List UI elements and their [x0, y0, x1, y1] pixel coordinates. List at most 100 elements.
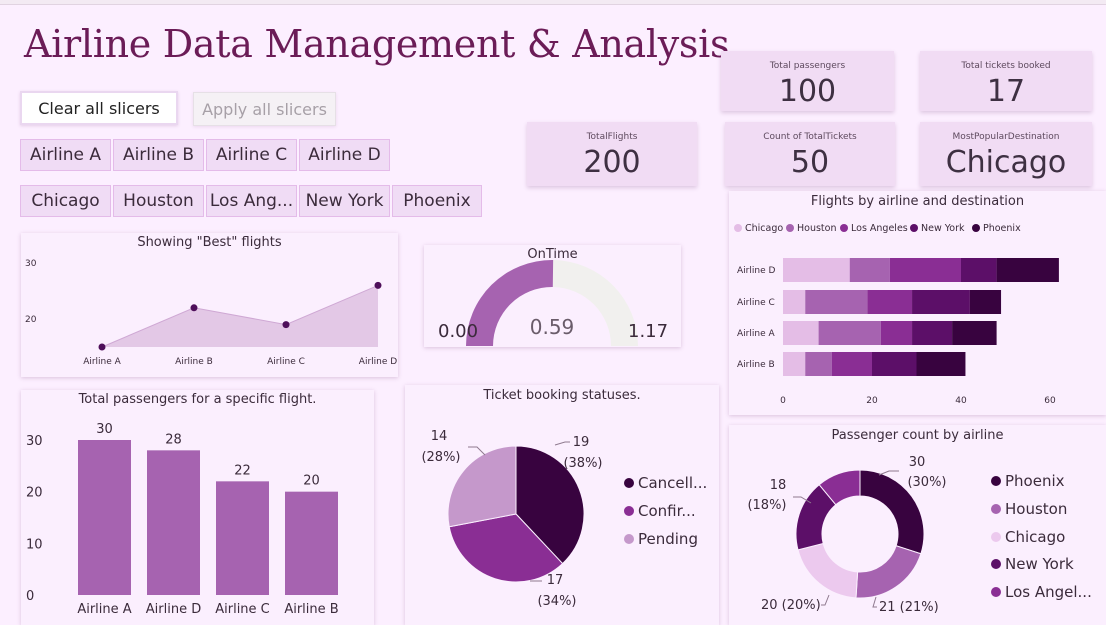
slicer-airline-d[interactable]: Airline D: [299, 139, 390, 171]
pie-data-label: 17: [547, 573, 564, 588]
flights-by-airline-card[interactable]: Flights by airline and destination Chica…: [729, 191, 1106, 415]
kpi-label: Total tickets booked: [961, 61, 1051, 71]
legend-label: Chicago: [1005, 528, 1065, 546]
stacked-bar-segment: [961, 258, 997, 282]
slicer-houston[interactable]: Houston: [113, 185, 204, 217]
x-tick-label: Airline D: [146, 602, 201, 617]
passenger-count-airline-card[interactable]: Passenger count by airline 30 (30%) 21 (21…: [729, 425, 1106, 625]
y-tick-label: 30: [25, 259, 37, 269]
kpi-value: 50: [790, 145, 830, 180]
chart-title: Passenger count by airline: [831, 428, 1004, 443]
apply-all-slicers-button[interactable]: Apply all slicers: [193, 92, 336, 126]
slicer-chicago[interactable]: Chicago: [20, 185, 111, 217]
kpi-label: TotalFlights: [586, 132, 638, 142]
top-toolbar-strip: [0, 0, 1106, 5]
legend-dot: [624, 506, 634, 516]
x-tick-label: 0: [780, 396, 786, 406]
legend-dot: [786, 224, 794, 232]
donut-data-label: 21 (21%): [879, 600, 939, 615]
y-tick-label: 30: [26, 434, 43, 449]
stacked-bar-segment: [818, 321, 881, 345]
legend-label: New York: [1005, 555, 1074, 573]
x-tick-label: Airline A: [77, 602, 131, 617]
total-passengers-flight-card[interactable]: Total passengers for a specific flight. …: [21, 390, 374, 625]
bar-value-label: 30: [96, 422, 113, 437]
legend-label: Houston: [1005, 500, 1067, 518]
chart-title: Ticket booking statuses.: [483, 388, 641, 403]
slicer-airline-b[interactable]: Airline B: [113, 139, 204, 171]
y-tick-label: 20: [25, 315, 37, 325]
pie-percent-label: (38%): [563, 456, 602, 471]
legend-label: Houston: [797, 223, 836, 234]
y-category-label: Airline C: [737, 298, 775, 308]
legend-dot: [991, 532, 1001, 542]
stacked-bar-segment: [783, 352, 806, 376]
data-point: [374, 281, 382, 289]
x-tick-label: Airline B: [284, 602, 338, 617]
kpi-value: 17: [986, 74, 1026, 109]
leader-line: [878, 470, 899, 476]
y-category-label: Airline B: [737, 360, 775, 370]
area-line: [101, 284, 379, 348]
kpi-label: Count of TotalTickets: [763, 132, 857, 142]
kpi-value: 200: [583, 145, 641, 180]
legend-dot: [624, 478, 634, 488]
x-tick-label: Airline A: [83, 357, 121, 367]
stacked-bar-segment: [783, 290, 806, 314]
slicer-phoenix[interactable]: Phoenix: [392, 185, 482, 217]
legend-dot: [910, 224, 918, 232]
legend-dot: [991, 476, 1001, 486]
flights-stacked-bar-chart: Chicago Houston Los Angeles New York Phoenix…: [734, 223, 1059, 406]
stacked-bar-segment: [912, 321, 953, 345]
legend-dot: [624, 534, 634, 544]
pie-percent-label: (28%): [421, 450, 460, 465]
page-title: Airline Data Management & Analysis: [24, 22, 730, 66]
bar: [216, 481, 269, 595]
ticket-statuses-card[interactable]: Ticket booking statuses. 19 (38%) 17 (34%) 1…: [405, 385, 719, 625]
donut-data-label: 18: [770, 478, 787, 493]
x-tick-label: Airline D: [359, 357, 397, 367]
legend-dot: [991, 504, 1001, 514]
stacked-bar-segment: [805, 290, 868, 314]
stacked-bar-segment: [889, 258, 961, 282]
slicer-airline-c[interactable]: Airline C: [206, 139, 297, 171]
x-tick-label: Airline C: [267, 357, 305, 367]
kpi-most-popular-destination: MostPopularDestination Chicago: [920, 122, 1092, 186]
bar-value-label: 28: [165, 432, 182, 447]
pie-slice: [447, 445, 517, 528]
stacked-bar-segment: [805, 352, 832, 376]
chart-title: OnTime: [527, 247, 578, 262]
clear-all-slicers-button[interactable]: Clear all slicers: [20, 91, 178, 125]
bar: [147, 450, 200, 595]
stacked-bar-segment: [996, 258, 1059, 282]
legend-label: Cancell...: [638, 474, 707, 492]
bar: [78, 440, 131, 595]
pie-slice: [448, 513, 564, 583]
legend-label: Confir...: [638, 502, 696, 520]
legend-dot: [991, 559, 1001, 569]
leader-line: [793, 496, 812, 504]
kpi-label: MostPopularDestination: [952, 132, 1060, 142]
legend-label: Phoenix: [1005, 472, 1065, 490]
ontime-gauge: 0.59 0.00 1.17: [438, 260, 668, 346]
best-flights-card[interactable]: Showing "Best" flights 20 30 Airline A Airl…: [21, 233, 398, 377]
stacked-bar-segment: [831, 352, 872, 376]
slicer-los-angeles[interactable]: Los Ang...: [206, 185, 297, 217]
chart-title: Flights by airline and destination: [810, 194, 1025, 209]
bar-value-label: 20: [303, 474, 320, 489]
slicer-new-york[interactable]: New York: [299, 185, 390, 217]
legend-label: Los Angeles: [851, 223, 908, 234]
slicer-airline-a[interactable]: Airline A: [20, 139, 111, 171]
data-point: [190, 304, 198, 312]
ontime-gauge-card[interactable]: OnTime 0.59 0.00 1.17: [424, 245, 681, 347]
stacked-bar-segment: [912, 290, 970, 314]
gauge-max-label: 1.17: [628, 321, 668, 342]
passengers-bar-chart: 0 10 20 30 30 Airline A 28 Airline D 22 Airline C…: [26, 422, 339, 617]
passenger-count-donut-chart: 30 (30%) 21 (21%) 20 (20%) 18 (18%) Phoenix Hou…: [747, 455, 1091, 615]
gauge-track: [552, 260, 638, 346]
chart-title: Total passengers for a specific flight.: [78, 392, 317, 407]
gauge-value-label: 0.59: [530, 315, 575, 339]
y-tick-label: 10: [26, 537, 43, 552]
stacked-bar-segment: [872, 352, 917, 376]
donut-slice: [818, 469, 861, 506]
